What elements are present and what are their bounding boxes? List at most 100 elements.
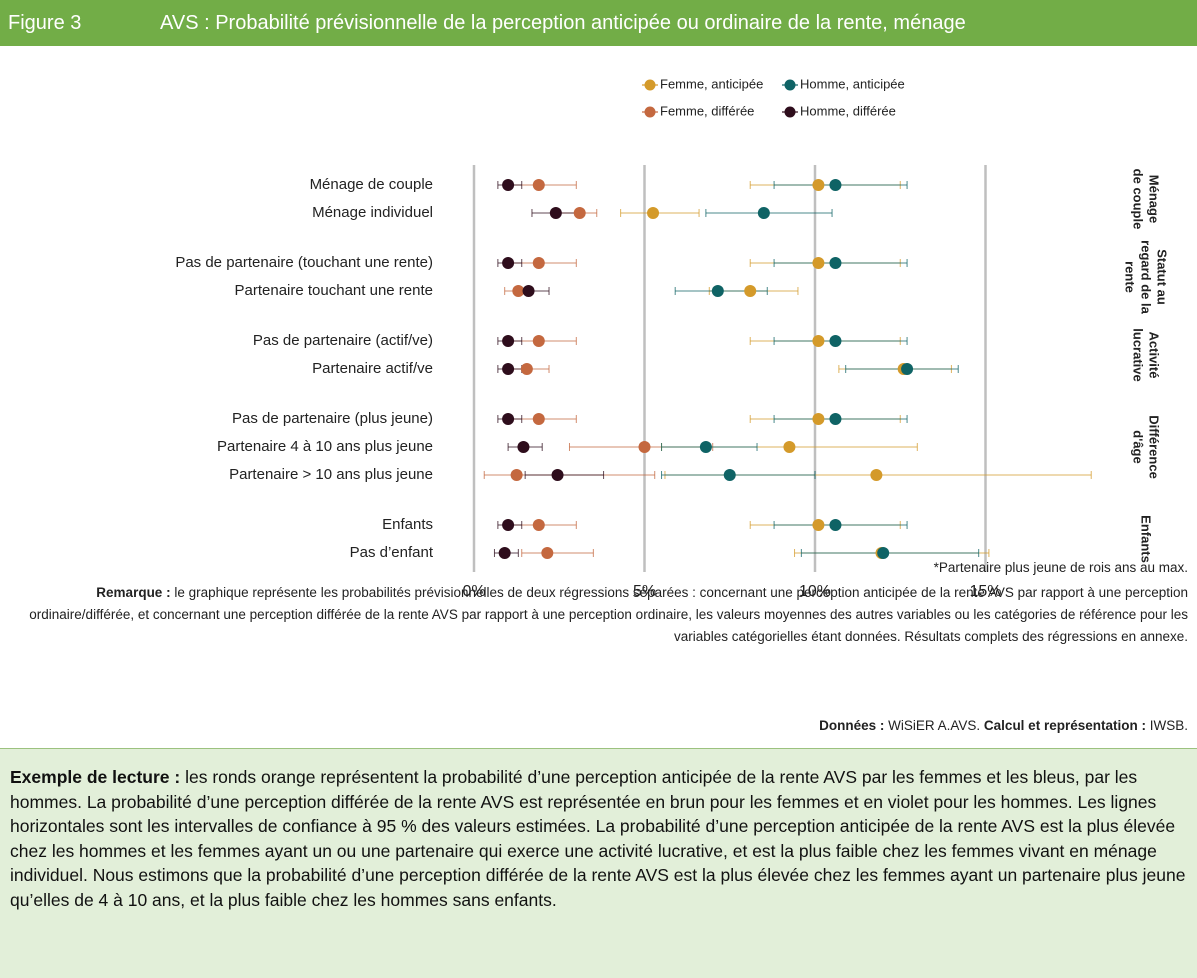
legend-label: Femme, différée bbox=[660, 103, 754, 118]
data-text: WiSiER A.AVS. bbox=[888, 718, 981, 733]
error-bar bbox=[661, 471, 816, 479]
dot bbox=[532, 179, 545, 191]
dot bbox=[512, 285, 525, 297]
remark-label: Remarque : bbox=[96, 585, 171, 600]
group-label-line: regard de la bbox=[1139, 240, 1154, 314]
dot bbox=[812, 519, 825, 531]
figure-header: Figure 3 AVS : Probabilité prévisionnell… bbox=[0, 0, 1197, 46]
data-label: Données : bbox=[819, 718, 885, 733]
dot bbox=[532, 257, 545, 269]
y-tick-label: Ménage de couple bbox=[310, 176, 433, 193]
x-tick-label: 10% bbox=[799, 583, 831, 600]
dot bbox=[812, 335, 825, 347]
dot bbox=[829, 257, 842, 269]
group-label-line: d'âge bbox=[1131, 430, 1146, 463]
dot bbox=[502, 363, 515, 375]
dot bbox=[829, 179, 842, 191]
remark: Remarque : le graphique représente les p… bbox=[10, 582, 1188, 648]
dot bbox=[812, 179, 825, 191]
calc-label: Calcul et représentation : bbox=[983, 718, 1146, 733]
group-label-line: Activité bbox=[1147, 332, 1162, 379]
dot bbox=[551, 469, 564, 481]
remark-text: le graphique représente les probabilités… bbox=[29, 585, 1188, 644]
dot bbox=[723, 469, 736, 481]
legend-dot bbox=[784, 79, 796, 91]
dot bbox=[573, 207, 586, 219]
dot bbox=[638, 441, 651, 453]
dot bbox=[901, 363, 914, 375]
dot bbox=[502, 257, 515, 269]
dot bbox=[517, 441, 530, 453]
legend-label: Femme, anticipée bbox=[660, 76, 763, 91]
dot bbox=[502, 179, 515, 191]
legend-label: Homme, différée bbox=[800, 103, 896, 118]
group-label-line: Statut au bbox=[1155, 249, 1170, 305]
dot bbox=[522, 285, 535, 297]
dot bbox=[699, 441, 712, 453]
group-label-line: lucrative bbox=[1131, 328, 1146, 381]
dot bbox=[711, 285, 724, 297]
dot bbox=[829, 413, 842, 425]
dot bbox=[744, 285, 757, 297]
y-tick-label: Pas de partenaire (plus jeune) bbox=[232, 410, 433, 427]
dot bbox=[647, 207, 660, 219]
legend-dot bbox=[644, 106, 656, 118]
footnote: *Partenaire plus jeune de rois ans au ma… bbox=[933, 560, 1188, 575]
dot bbox=[829, 335, 842, 347]
group-label-line: rente bbox=[1123, 261, 1138, 293]
figure-number: Figure 3 bbox=[8, 12, 82, 34]
error-bar bbox=[524, 471, 605, 479]
dot bbox=[783, 441, 796, 453]
group-label-line: de couple bbox=[1131, 169, 1146, 230]
group-label-line: Différence bbox=[1147, 415, 1162, 479]
y-tick-label: Partenaire > 10 ans plus jeune bbox=[229, 466, 433, 483]
group-label-line: Ménage bbox=[1147, 175, 1162, 223]
dot bbox=[502, 519, 515, 531]
dot bbox=[520, 363, 533, 375]
dot bbox=[532, 519, 545, 531]
y-tick-label: Partenaire touchant une rente bbox=[235, 282, 433, 299]
dot bbox=[812, 257, 825, 269]
legend-label: Homme, anticipée bbox=[800, 76, 905, 91]
figure-title: AVS : Probabilité prévisionnelle de la p… bbox=[160, 12, 966, 34]
y-tick-label: Pas de partenaire (touchant une rente) bbox=[175, 254, 433, 271]
dot bbox=[877, 547, 890, 559]
y-tick-label: Ménage individuel bbox=[312, 204, 433, 221]
y-tick-label: Pas de partenaire (actif/ve) bbox=[253, 332, 433, 349]
group-label-line: Enfants bbox=[1139, 515, 1154, 563]
dot bbox=[757, 207, 770, 219]
source: Données : WiSiER A.AVS. Calcul et représ… bbox=[10, 718, 1188, 733]
y-tick-label: Partenaire 4 à 10 ans plus jeune bbox=[217, 438, 433, 455]
calc-text: IWSB. bbox=[1149, 718, 1188, 733]
dot bbox=[870, 469, 883, 481]
error-bar bbox=[620, 209, 700, 217]
dot bbox=[502, 413, 515, 425]
group-label: Enfants bbox=[1139, 515, 1154, 563]
error-bar bbox=[521, 549, 594, 557]
y-tick-label: Enfants bbox=[382, 516, 433, 533]
dot bbox=[498, 547, 511, 559]
legend-dot bbox=[644, 79, 656, 91]
x-tick-label: 15% bbox=[969, 583, 1001, 600]
y-tick-label: Pas d’enfant bbox=[350, 544, 434, 561]
reading-box: Exemple de lecture : les ronds orange re… bbox=[0, 748, 1197, 978]
error-bar bbox=[800, 549, 980, 557]
dot bbox=[812, 413, 825, 425]
dot bbox=[541, 547, 554, 559]
dot bbox=[532, 335, 545, 347]
dot bbox=[510, 469, 523, 481]
dot bbox=[829, 519, 842, 531]
dot bbox=[532, 413, 545, 425]
reading-text: Exemple de lecture : les ronds orange re… bbox=[0, 749, 1197, 912]
x-tick-label: 5% bbox=[633, 583, 656, 600]
dot bbox=[502, 335, 515, 347]
x-tick-label: 0% bbox=[462, 583, 485, 600]
legend-dot bbox=[784, 106, 796, 118]
reading-body: les ronds orange représentent la probabi… bbox=[10, 767, 1186, 910]
